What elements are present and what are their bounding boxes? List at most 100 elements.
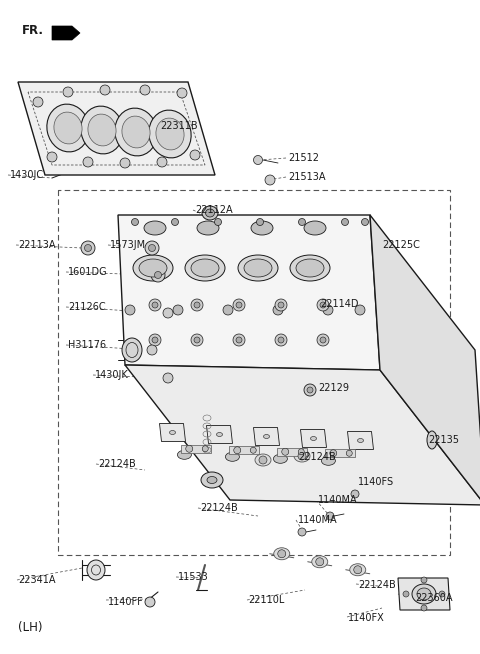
Circle shape xyxy=(202,446,208,452)
Circle shape xyxy=(33,97,43,107)
Circle shape xyxy=(298,449,304,455)
Circle shape xyxy=(233,299,245,311)
Circle shape xyxy=(215,218,221,226)
Circle shape xyxy=(278,302,284,308)
Ellipse shape xyxy=(274,548,290,560)
Text: 22124B: 22124B xyxy=(358,580,396,590)
Text: 1140FF: 1140FF xyxy=(108,597,144,607)
Ellipse shape xyxy=(251,221,273,235)
Circle shape xyxy=(171,218,179,226)
Ellipse shape xyxy=(87,560,105,580)
Circle shape xyxy=(361,218,369,226)
Circle shape xyxy=(223,305,233,315)
Text: 21126C: 21126C xyxy=(68,302,106,312)
Text: 21512: 21512 xyxy=(288,153,319,163)
Ellipse shape xyxy=(290,255,330,281)
Circle shape xyxy=(140,85,150,95)
Ellipse shape xyxy=(88,114,116,146)
Circle shape xyxy=(190,150,200,160)
Circle shape xyxy=(234,447,241,454)
Circle shape xyxy=(346,450,352,456)
Circle shape xyxy=(152,302,158,308)
Ellipse shape xyxy=(197,221,219,235)
Text: FR.: FR. xyxy=(22,24,44,37)
Text: 11533: 11533 xyxy=(178,572,209,582)
Ellipse shape xyxy=(201,472,223,488)
Ellipse shape xyxy=(427,431,437,449)
Polygon shape xyxy=(370,215,480,505)
Circle shape xyxy=(354,566,362,574)
Ellipse shape xyxy=(322,456,336,465)
Circle shape xyxy=(151,268,165,282)
Polygon shape xyxy=(125,365,480,505)
Circle shape xyxy=(177,88,187,98)
Circle shape xyxy=(149,299,161,311)
Circle shape xyxy=(163,373,173,383)
Circle shape xyxy=(191,299,203,311)
Circle shape xyxy=(275,334,287,346)
Circle shape xyxy=(304,384,316,396)
Circle shape xyxy=(186,445,193,453)
Ellipse shape xyxy=(311,436,316,441)
Ellipse shape xyxy=(81,106,123,154)
Circle shape xyxy=(100,85,110,95)
Ellipse shape xyxy=(122,338,142,362)
Ellipse shape xyxy=(156,118,184,150)
Ellipse shape xyxy=(226,453,240,461)
Text: (LH): (LH) xyxy=(18,621,43,634)
Ellipse shape xyxy=(139,259,167,277)
Circle shape xyxy=(265,175,275,185)
Text: 21513A: 21513A xyxy=(288,172,325,182)
Ellipse shape xyxy=(274,455,288,463)
Circle shape xyxy=(132,218,139,226)
Circle shape xyxy=(298,452,306,460)
Ellipse shape xyxy=(169,430,176,434)
Ellipse shape xyxy=(149,110,191,158)
Ellipse shape xyxy=(133,255,173,281)
Text: 1140MA: 1140MA xyxy=(318,495,358,505)
Text: 1140MA: 1140MA xyxy=(298,515,337,525)
Text: H31176: H31176 xyxy=(68,340,106,350)
Circle shape xyxy=(155,271,161,279)
Text: 1140FX: 1140FX xyxy=(348,613,385,623)
Text: 22124B: 22124B xyxy=(200,503,238,513)
Text: 1430JK: 1430JK xyxy=(95,370,129,380)
Circle shape xyxy=(152,337,158,343)
Circle shape xyxy=(330,450,337,456)
Circle shape xyxy=(282,448,289,455)
Circle shape xyxy=(163,308,173,318)
Ellipse shape xyxy=(312,556,328,568)
Polygon shape xyxy=(181,445,211,453)
Circle shape xyxy=(81,241,95,255)
Circle shape xyxy=(275,299,287,311)
Ellipse shape xyxy=(47,104,89,152)
Circle shape xyxy=(84,245,92,252)
Ellipse shape xyxy=(115,108,157,156)
Circle shape xyxy=(256,218,264,226)
Ellipse shape xyxy=(185,255,225,281)
Ellipse shape xyxy=(54,112,82,144)
Circle shape xyxy=(278,337,284,343)
Circle shape xyxy=(439,591,445,597)
Ellipse shape xyxy=(238,255,278,281)
Circle shape xyxy=(253,156,263,165)
Text: 22112A: 22112A xyxy=(195,205,233,215)
Ellipse shape xyxy=(294,450,310,462)
Polygon shape xyxy=(229,446,259,455)
Circle shape xyxy=(317,299,329,311)
Ellipse shape xyxy=(255,454,271,466)
Text: 22113A: 22113A xyxy=(18,240,56,250)
Circle shape xyxy=(233,334,245,346)
Ellipse shape xyxy=(417,588,431,600)
Text: 22135: 22135 xyxy=(428,435,459,445)
Ellipse shape xyxy=(191,259,219,277)
Circle shape xyxy=(421,577,427,583)
Polygon shape xyxy=(398,578,450,610)
Text: 1601DG: 1601DG xyxy=(68,267,108,277)
Ellipse shape xyxy=(207,477,217,483)
Circle shape xyxy=(236,337,242,343)
Text: 22110L: 22110L xyxy=(248,595,284,605)
Circle shape xyxy=(125,305,135,315)
Ellipse shape xyxy=(122,116,150,148)
Circle shape xyxy=(317,334,329,346)
